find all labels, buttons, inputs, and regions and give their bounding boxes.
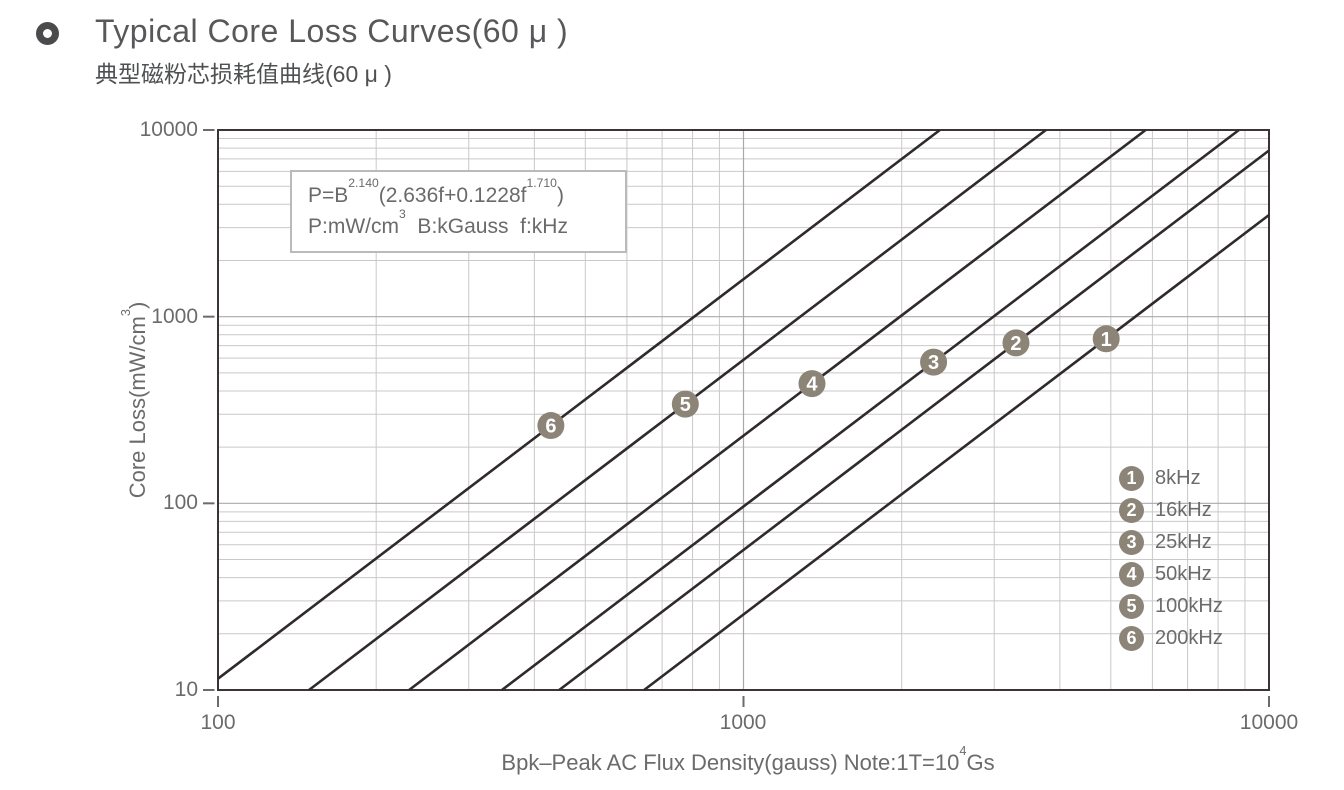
legend-badge-2: 2	[1119, 497, 1144, 523]
legend-badge-3: 3	[1119, 529, 1144, 555]
x-axis-label: Bpk–Peak AC Flux Density(gauss) Note:1T=…	[501, 742, 995, 775]
legend-item-200khz: 6 200kHz	[1119, 622, 1223, 654]
legend-label-2: 16kHz	[1155, 498, 1212, 521]
legend-badge-4: 4	[1119, 561, 1144, 587]
section-bullet-icon	[36, 22, 59, 45]
page-subtitle: 典型磁粉芯损耗值曲线(60 μ )	[95, 61, 392, 87]
legend-label-5: 100kHz	[1155, 594, 1223, 617]
x-tick-label-1000: 1000	[719, 711, 767, 734]
legend-item-25khz: 3 25kHz	[1119, 526, 1223, 558]
curve-marker-5	[671, 390, 699, 418]
formula-box: P=B2.140(2.636f+0.1228f1.710) P:mW/cm3 B…	[290, 170, 627, 253]
legend-item-50khz: 4 50kHz	[1119, 558, 1223, 590]
legend-badge-1: 1	[1119, 465, 1144, 491]
y-tick-label-100: 100	[162, 491, 198, 514]
y-tick-label-10: 10	[174, 678, 198, 701]
legend-item-100khz: 5 100kHz	[1119, 590, 1223, 622]
y-axis-label: Core Loss(mW/cm3)	[117, 301, 150, 499]
legend-label-3: 25kHz	[1155, 530, 1212, 553]
legend-badge-6: 6	[1119, 625, 1144, 651]
curve-marker-number-6: 6	[545, 416, 556, 438]
curve-marker-4	[798, 370, 826, 398]
page-title: Typical Core Loss Curves(60 μ )	[95, 13, 569, 49]
curve-marker-number-1: 1	[1101, 329, 1112, 351]
curve-marker-number-3: 3	[928, 352, 939, 374]
legend-label-1: 8kHz	[1155, 466, 1201, 489]
y-tick-label-10000: 10000	[139, 118, 198, 141]
curve-marker-number-5: 5	[680, 394, 691, 416]
formula-units: P:mW/cm3 B:kGauss f:kHz	[308, 207, 568, 238]
legend-badge-5: 5	[1119, 593, 1144, 619]
curve-marker-3	[920, 348, 948, 376]
legend-label-6: 200kHz	[1155, 626, 1223, 649]
formula-equation: P=B2.140(2.636f+0.1228f1.710)	[308, 176, 564, 207]
x-tick-label-100: 100	[200, 711, 236, 734]
x-tick-label-10000: 10000	[1239, 711, 1299, 734]
legend-item-16khz: 2 16kHz	[1119, 494, 1223, 526]
plot-frame	[217, 129, 1270, 691]
curve-marker-2	[1002, 329, 1030, 357]
legend-item-8khz: 1 8kHz	[1119, 462, 1223, 494]
curve-marker-number-4: 4	[806, 374, 818, 396]
curve-marker-6	[537, 412, 565, 440]
curve-marker-number-2: 2	[1010, 333, 1021, 355]
y-tick-label-1000: 1000	[151, 305, 198, 328]
curve-marker-1	[1092, 325, 1120, 353]
legend-label-4: 50kHz	[1155, 562, 1212, 585]
legend: 1 8kHz 2 16kHz 3 25kHz 4 50kHz 5 100kHz …	[1119, 462, 1223, 654]
